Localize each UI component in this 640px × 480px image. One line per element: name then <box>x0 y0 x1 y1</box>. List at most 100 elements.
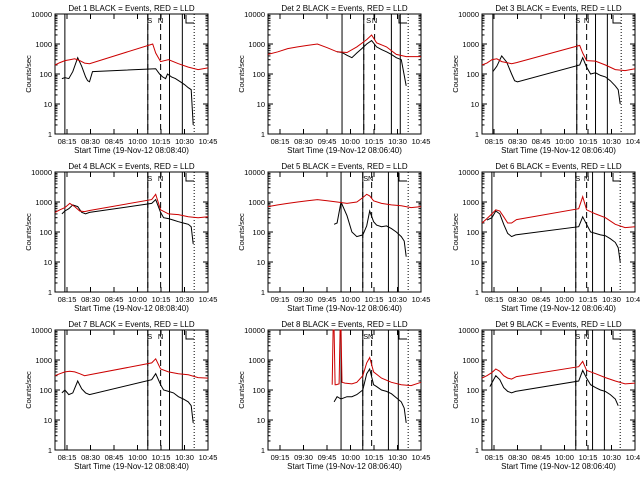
x-tick-label: 10:15 <box>579 453 598 462</box>
x-tick-label: 10:45 <box>199 137 218 146</box>
x-tick-label: 08:30 <box>508 137 527 146</box>
x-tick-label: 10:45 <box>626 453 640 462</box>
corner-bracket <box>185 173 194 182</box>
series-lld-line <box>481 360 636 385</box>
x-tick-label: 10:15 <box>579 137 598 146</box>
x-tick-label: 09:15 <box>271 295 290 304</box>
x-tick-label: 10:15 <box>579 295 598 304</box>
x-tick-label: 10:45 <box>412 137 431 146</box>
x-tick-label: 08:30 <box>508 453 527 462</box>
x-tick-label: 10:30 <box>388 295 407 304</box>
y-axis-label: Counts/sec <box>24 213 33 251</box>
y-tick-label: 1 <box>48 446 52 455</box>
y-tick-label: 1 <box>475 130 479 139</box>
series-lld-line <box>267 193 422 209</box>
marker-n: N <box>158 332 163 341</box>
plot-frame <box>54 329 209 451</box>
x-tick-label: 10:45 <box>626 137 640 146</box>
series-lld-line <box>54 43 209 71</box>
y-tick-label: 10000 <box>244 326 265 335</box>
plot-frame <box>481 329 636 451</box>
x-tick-label: 10:45 <box>412 295 431 304</box>
x-tick-label: 09:15 <box>271 453 290 462</box>
series-events-line <box>61 198 194 244</box>
x-axis-label: Start Time (19-Nov-12 08:06:40) <box>287 304 402 313</box>
series-events-line <box>333 367 407 423</box>
x-axis-label: Start Time (19-Nov-12 08:08:40) <box>74 304 189 313</box>
chart-title: Det 2 BLACK = Events, RED = LLD <box>281 4 408 13</box>
y-tick-label: 100 <box>252 386 265 395</box>
x-axis-label: Start Time (19-Nov-12 08:08:40) <box>74 462 189 471</box>
x-axis-label: Start Time (19-Nov-12 08:06:40) <box>501 462 616 471</box>
y-tick-label: 1 <box>48 130 52 139</box>
x-tick-label: 08:45 <box>532 295 551 304</box>
y-tick-label: 10000 <box>244 168 265 177</box>
corner-bracket <box>398 173 407 182</box>
y-tick-label: 100 <box>39 228 52 237</box>
x-tick-label: 08:15 <box>485 295 504 304</box>
corner-bracket <box>398 15 407 24</box>
chart-panel: 1 10 100 1000 10000 09:15 09:30 09:45 10:00 10:15… <box>237 320 430 471</box>
plot-frame <box>481 171 636 293</box>
y-tick-label: 10 <box>44 416 52 425</box>
x-tick-label: 10:30 <box>602 137 621 146</box>
y-tick-label: 10000 <box>31 326 52 335</box>
x-tick-label: 08:45 <box>105 295 124 304</box>
x-tick-label: 08:30 <box>508 295 527 304</box>
marker-n: N <box>158 174 163 183</box>
x-tick-label: 10:45 <box>199 295 218 304</box>
chart-title: Det 5 BLACK = Events, RED = LLD <box>281 162 408 171</box>
y-axis-label: Counts/sec <box>24 55 33 93</box>
x-tick-label: 10:00 <box>555 137 574 146</box>
y-tick-label: 100 <box>466 228 479 237</box>
y-tick-label: 10 <box>471 258 479 267</box>
y-axis-label: Counts/sec <box>24 371 33 409</box>
y-axis-label: Counts/sec <box>237 371 246 409</box>
x-tick-label: 08:15 <box>485 453 504 462</box>
series-lld-line <box>481 44 636 72</box>
series-lld-line <box>54 357 209 379</box>
x-tick-label: 10:15 <box>365 295 384 304</box>
x-tick-label: 10:00 <box>341 453 360 462</box>
marker-n: N <box>368 174 373 183</box>
x-tick-label: 08:30 <box>81 295 100 304</box>
chart-title: Det 6 BLACK = Events, RED = LLD <box>495 162 622 171</box>
x-tick-label: 10:45 <box>626 295 640 304</box>
x-tick-label: 10:15 <box>365 137 384 146</box>
corner-bracket <box>612 15 621 24</box>
series-lld-line <box>54 193 209 219</box>
marker-s: S <box>575 16 580 25</box>
chart-panel: 1 10 100 1000 10000 08:15 08:30 08:45 10:00 10:15… <box>24 4 217 155</box>
marker-s: S <box>575 174 580 183</box>
y-tick-label: 1 <box>261 446 265 455</box>
x-tick-label: 08:45 <box>532 453 551 462</box>
y-tick-label: 10000 <box>458 10 479 19</box>
marker-s: S <box>147 332 152 341</box>
series-events-line <box>492 54 621 105</box>
x-tick-label: 10:15 <box>152 137 171 146</box>
y-tick-label: 10 <box>471 416 479 425</box>
y-tick-label: 1000 <box>248 198 265 207</box>
plot-frame <box>54 13 209 135</box>
y-axis-label: Counts/sec <box>451 371 460 409</box>
y-tick-label: 1 <box>475 446 479 455</box>
marker-n: N <box>372 16 377 25</box>
marker-n: N <box>584 332 589 341</box>
y-axis-label: Counts/sec <box>237 55 246 93</box>
plot-frame <box>267 13 422 135</box>
chart-title: Det 1 BLACK = Events, RED = LLD <box>68 4 195 13</box>
plot-frame <box>54 171 209 293</box>
chart-panel: 1 10 100 1000 10000 08:15 08:30 08:45 10:00 10:15… <box>24 162 217 313</box>
x-tick-label: 08:45 <box>105 453 124 462</box>
x-tick-label: 10:30 <box>602 453 621 462</box>
x-tick-label: 10:30 <box>388 453 407 462</box>
series-events-line <box>489 369 619 406</box>
series-events-line <box>61 56 194 126</box>
y-tick-label: 100 <box>252 70 265 79</box>
x-tick-label: 10:30 <box>175 137 194 146</box>
corner-bracket <box>398 331 407 340</box>
y-tick-label: 1000 <box>35 198 52 207</box>
y-tick-label: 1 <box>261 130 265 139</box>
series-events-line <box>337 39 407 86</box>
x-tick-label: 09:45 <box>318 137 337 146</box>
